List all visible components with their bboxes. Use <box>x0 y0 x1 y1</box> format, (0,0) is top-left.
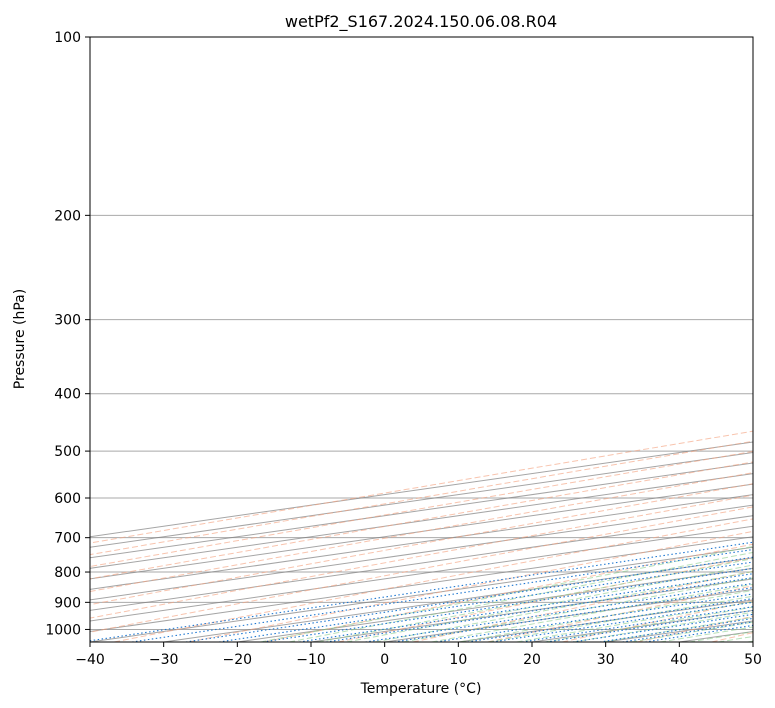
dry-adiabat-line <box>90 440 753 556</box>
x-axis: −40 −30 −20 −10 0 10 20 30 40 50 <box>75 642 762 668</box>
plot-frame <box>89 36 754 643</box>
isotherm-line <box>90 525 753 622</box>
y-axis-label: Pressure (hPa) <box>12 289 28 389</box>
mixing-ratio-line <box>365 582 753 642</box>
y-tick-label: 1000 <box>45 622 81 638</box>
isotherm-line <box>90 494 753 590</box>
dry-adiabat-line <box>90 483 753 606</box>
moist-adiabat-line <box>403 577 753 642</box>
mixing-ratio-line <box>436 593 753 642</box>
dry-adiabat-line <box>263 543 753 642</box>
y-tick-label: 900 <box>54 595 81 611</box>
y-axis: 100 200 300 400 500 600 700 800 900 1000 <box>45 30 90 638</box>
moist-adiabat-line <box>317 558 753 642</box>
y-tick-label: 200 <box>54 208 81 224</box>
moist-adiabat-line <box>260 545 753 642</box>
isotherm-line <box>90 483 753 580</box>
y-tick-label: 600 <box>54 491 81 507</box>
y-tick-label: 700 <box>54 531 81 547</box>
x-tick-label: −40 <box>75 652 105 668</box>
x-tick-label: 40 <box>670 652 688 668</box>
y-tick-label: 100 <box>54 30 81 46</box>
x-tick-label: −30 <box>149 652 179 668</box>
x-tick-label: 0 <box>380 652 389 668</box>
y-tick-label: 800 <box>54 565 81 581</box>
x-tick-label: −20 <box>223 652 253 668</box>
isotherm-line <box>90 473 753 569</box>
isotherm-line <box>90 536 753 632</box>
moist-adiabat-line <box>431 583 753 642</box>
mixing-ratio-line <box>185 556 753 642</box>
isotherm-line <box>90 462 753 559</box>
dry-adiabat-line <box>338 557 753 642</box>
mixing-ratio-line <box>394 587 753 642</box>
x-axis-label: Temperature (°C) <box>360 681 482 697</box>
mixing-ratio-line <box>467 598 753 642</box>
y-tick-label: 500 <box>54 444 81 460</box>
x-tick-label: 30 <box>597 652 615 668</box>
chart-title: wetPf2_S167.2024.150.06.08.R04 <box>285 12 557 32</box>
moist-adiabat-line <box>346 564 753 642</box>
dry-adiabat-line <box>487 585 753 642</box>
dry-adiabat-line <box>90 450 753 568</box>
x-tick-label: 10 <box>449 652 467 668</box>
y-tick-label: 300 <box>54 313 81 329</box>
chart-grid <box>90 37 753 642</box>
x-tick-label: 20 <box>523 652 541 668</box>
dry-adiabat-line <box>114 518 753 642</box>
dry-adiabat-line <box>90 494 753 619</box>
moist-adiabat-line <box>488 595 753 642</box>
y-tick-label: 400 <box>54 387 81 403</box>
x-tick-label: 50 <box>744 652 762 668</box>
isotherm-line <box>90 515 753 611</box>
x-tick-label: −10 <box>296 652 326 668</box>
isotherm-line <box>90 452 753 548</box>
